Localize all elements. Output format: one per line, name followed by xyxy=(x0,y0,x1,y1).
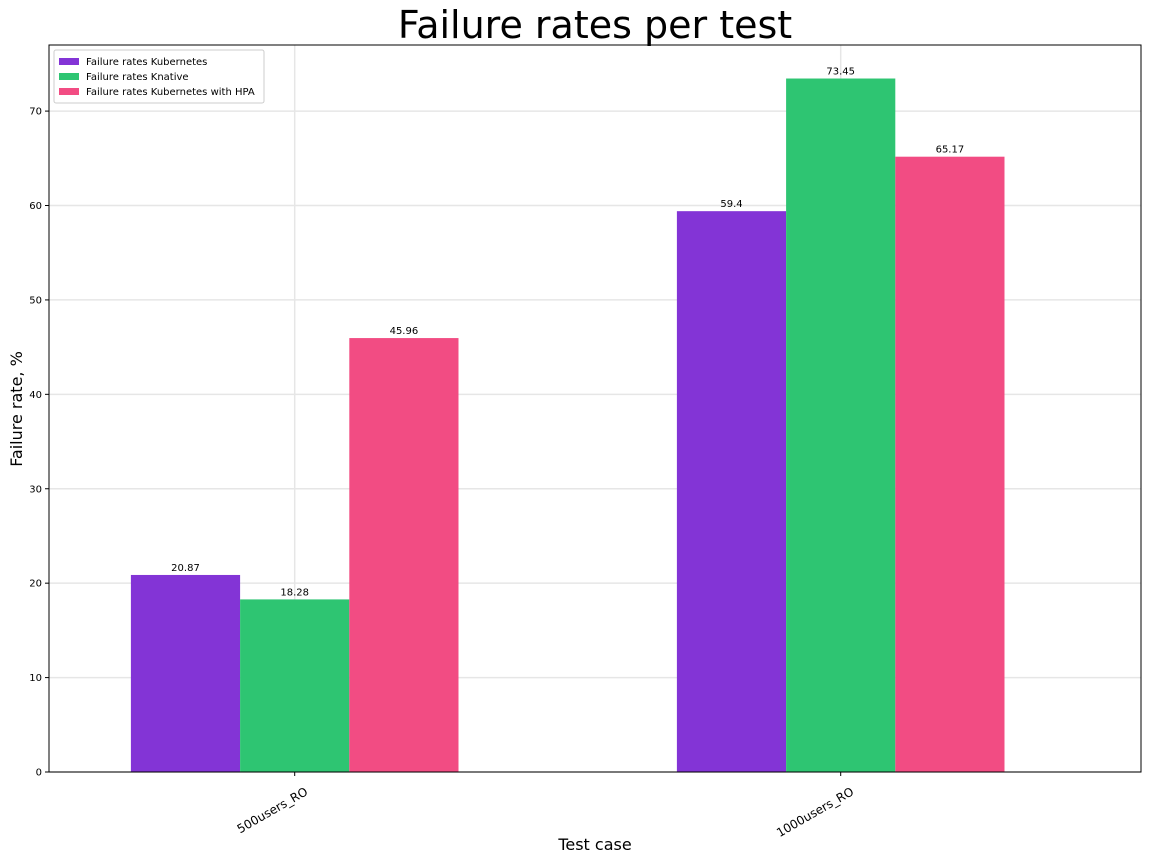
bars xyxy=(130,78,1005,773)
y-tick-label: 30 xyxy=(29,484,42,495)
x-tick-label: 500users_RO xyxy=(235,784,311,836)
legend-swatch xyxy=(59,73,79,80)
y-tick-label: 0 xyxy=(36,768,42,779)
y-tick-label: 60 xyxy=(29,201,42,212)
bar xyxy=(130,574,241,772)
legend-label: Failure rates Kubernetes with HPA xyxy=(86,87,255,98)
legend-box xyxy=(53,49,265,104)
bar xyxy=(349,338,459,772)
bar-value-label: 59.4 xyxy=(720,199,742,210)
bar-value-label: 45.96 xyxy=(390,326,419,337)
y-tick-label: 10 xyxy=(29,673,42,684)
bar xyxy=(895,156,1005,773)
bar xyxy=(676,211,787,772)
y-tick-label: 40 xyxy=(29,390,42,401)
legend-label: Failure rates Kubernetes xyxy=(86,57,207,68)
plot-frame xyxy=(48,44,1142,773)
y-tick-label: 70 xyxy=(29,107,42,118)
y-tick-label: 20 xyxy=(29,579,42,590)
x-axis-label: Test case xyxy=(557,835,631,854)
bar xyxy=(786,78,896,773)
bar-value-label: 18.28 xyxy=(280,587,309,598)
bar xyxy=(240,599,350,772)
legend-swatch xyxy=(59,58,79,65)
legend-label: Failure rates Knative xyxy=(86,72,189,83)
legend-swatch xyxy=(59,88,79,95)
data-labels: 20.87 59.4 18.28 73.45 45.96 65.17 xyxy=(171,67,964,599)
y-axis-ticks: 0 10 20 30 40 50 60 70 xyxy=(29,107,49,779)
x-axis-ticks: 500users_RO 1000users_RO xyxy=(235,772,856,840)
legend: Failure rates Kubernetes Failure rates Kn… xyxy=(53,49,265,104)
y-axis-label: Failure rate, % xyxy=(7,351,26,467)
bar-value-label: 73.45 xyxy=(826,67,855,78)
bar-value-label: 65.17 xyxy=(936,145,965,156)
bar-value-label: 20.87 xyxy=(171,563,200,574)
y-tick-label: 50 xyxy=(29,295,42,306)
x-tick-label: 1000users_RO xyxy=(774,784,856,839)
chart-title: Failure rates per test xyxy=(398,3,792,47)
